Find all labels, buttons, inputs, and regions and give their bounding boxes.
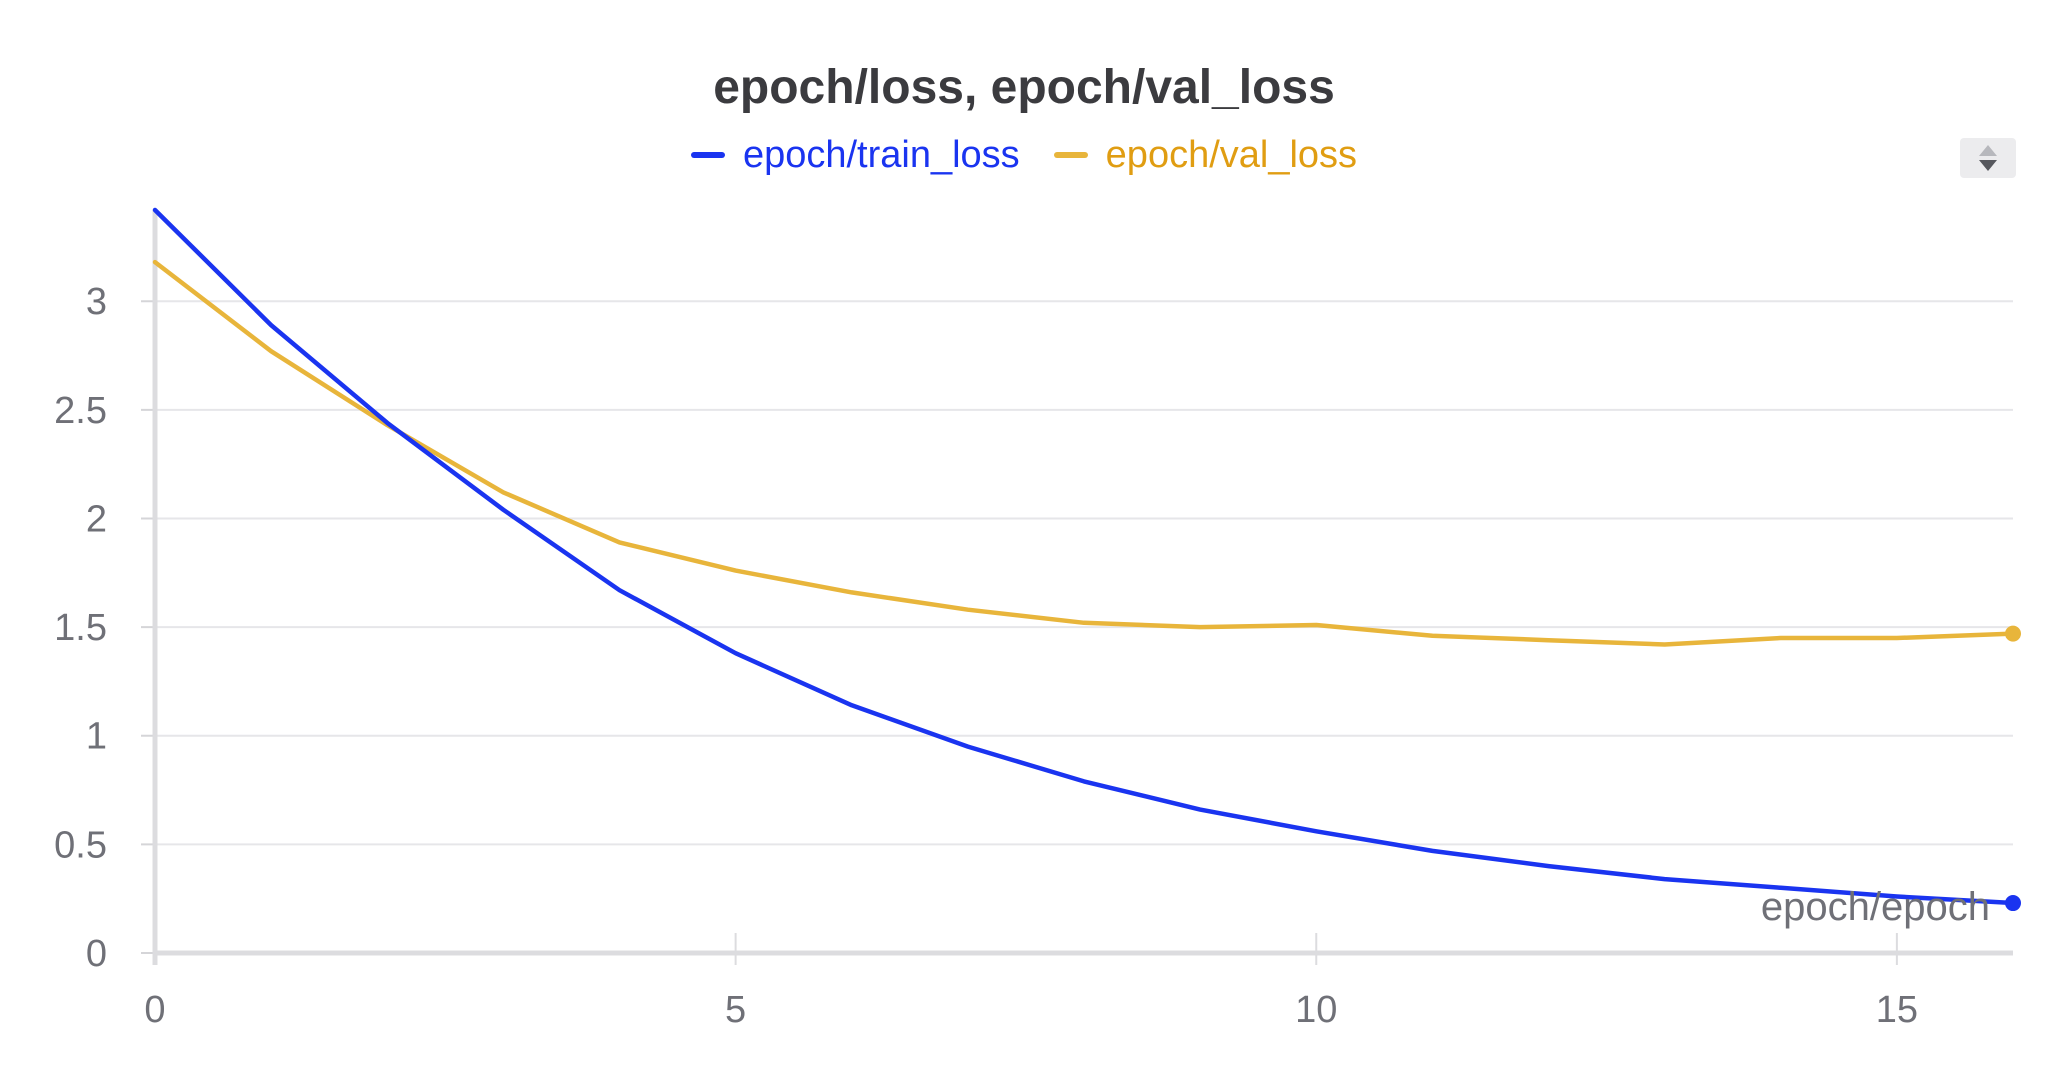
legend-label-train-loss: epoch/train_loss <box>742 134 1020 176</box>
chart-title: epoch/loss, epoch/val_loss <box>713 61 1335 114</box>
legend-swatch-train-loss <box>690 152 725 158</box>
y-tick-label: 2 <box>86 498 107 540</box>
y-tick-label: 0.5 <box>54 824 107 866</box>
legend-item-train-loss[interactable]: epoch/train_loss <box>690 130 1020 180</box>
legend: epoch/train_loss epoch/val_loss <box>0 130 2048 180</box>
gridlines <box>141 300 2013 954</box>
legend-item-val-loss[interactable]: epoch/val_loss <box>1053 130 1358 180</box>
y-tick-label: 3 <box>86 281 107 323</box>
endpoint-marker-train-loss <box>2005 895 2021 912</box>
series-lines <box>152 207 2021 912</box>
x-tick-label: 10 <box>1295 989 1337 1031</box>
y-tick-label: 1 <box>86 716 107 758</box>
endpoint-marker-val-loss <box>2005 625 2021 642</box>
tick-labels: 0 0.5 1 1.5 2 2.5 3 0 5 10 15 epoch/epoch <box>54 281 1990 1031</box>
x-axis-title: epoch/epoch <box>1761 885 1990 929</box>
triangle-down-icon[interactable] <box>1979 160 1997 171</box>
y-tick-label: 1.5 <box>54 607 107 649</box>
y-tick-label: 2.5 <box>54 390 107 432</box>
series-line-val-loss <box>152 259 2016 647</box>
y-tick-label: 0 <box>86 933 107 975</box>
x-tick-label: 0 <box>144 989 165 1031</box>
x-tick-label: 15 <box>1876 989 1918 1031</box>
x-tick-label: 5 <box>725 989 746 1031</box>
legend-swatch-val-loss <box>1053 152 1088 158</box>
triangle-up-icon[interactable] <box>1979 145 1997 156</box>
legend-scroll-control[interactable] <box>1960 138 2016 178</box>
legend-label-val-loss: epoch/val_loss <box>1105 134 1358 176</box>
axes <box>152 210 2013 965</box>
series-line-train-loss <box>152 207 2016 906</box>
